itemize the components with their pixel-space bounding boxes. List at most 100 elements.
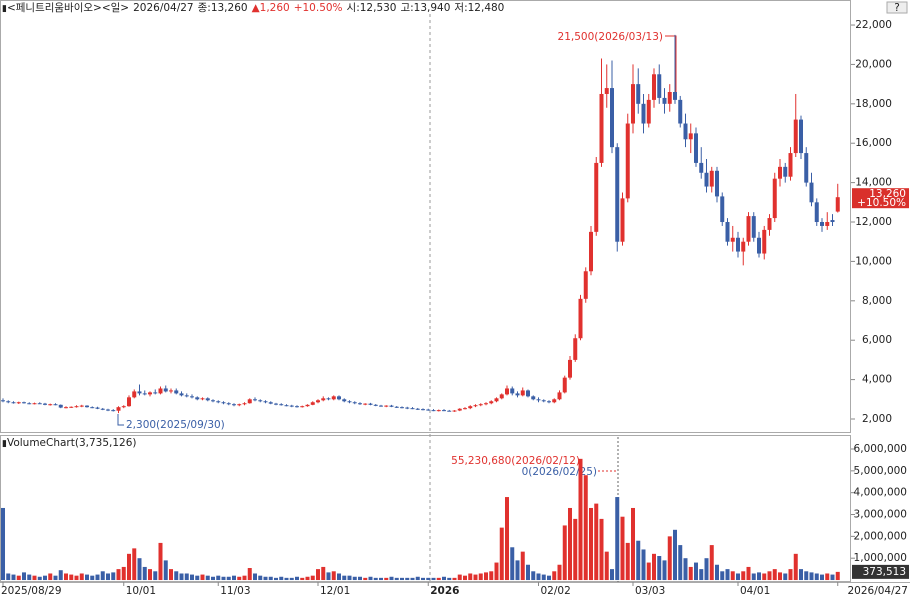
candle-body — [58, 404, 63, 408]
candle-body — [783, 166, 788, 177]
candle-body — [111, 410, 116, 412]
candle-body — [69, 406, 74, 408]
volume-bar — [6, 573, 11, 581]
volume-title: ▮VolumeChart(3,735,126) — [2, 437, 137, 449]
candle-body — [27, 403, 32, 405]
volume-bar — [452, 577, 457, 581]
x-tick-label: 02/02 — [541, 585, 571, 597]
candle-body — [463, 408, 467, 410]
candle-body — [389, 405, 394, 407]
volume-bar — [578, 458, 583, 581]
volume-bar — [783, 573, 788, 581]
candle-body — [673, 92, 677, 100]
candle-body — [578, 298, 583, 339]
x-tick-label: 03/03 — [635, 585, 665, 597]
volume-bar — [830, 574, 835, 581]
candle-body — [137, 391, 142, 394]
candle-body — [709, 170, 714, 187]
volume-bar — [247, 568, 252, 581]
candle-body — [232, 404, 236, 406]
volume-bar — [284, 577, 289, 581]
volume-bar — [536, 573, 541, 581]
volume-bar — [174, 571, 179, 581]
candle-body — [825, 222, 830, 226]
candle-body — [704, 172, 709, 187]
volume-bar — [531, 571, 536, 581]
volume-bar — [148, 569, 152, 581]
candle-body — [573, 338, 578, 360]
candle-body — [226, 403, 231, 405]
candle-body — [410, 408, 415, 410]
volume-bar — [64, 573, 68, 581]
volume-bar — [772, 569, 777, 581]
y-tick-label: 6,000 — [862, 334, 892, 346]
candle-body — [148, 392, 152, 395]
volume-panel — [0, 435, 851, 582]
open: 시:12,530 — [347, 2, 397, 14]
volume-bar — [662, 560, 667, 581]
candle-body — [90, 407, 95, 409]
volume-bar — [132, 548, 137, 581]
volume-bar — [515, 560, 520, 581]
y2-tick-label: 3,000,000 — [854, 509, 907, 521]
candle-body — [268, 402, 273, 404]
candle-body — [657, 74, 662, 98]
candle-body — [190, 396, 194, 398]
candle-body — [237, 404, 242, 406]
volume-bar — [547, 575, 551, 581]
volume-bar — [757, 572, 761, 581]
candle-body — [289, 405, 294, 407]
volume-bar — [79, 573, 84, 581]
volume-bar — [799, 569, 803, 581]
volume-bar — [541, 574, 546, 581]
candle-body — [536, 399, 541, 401]
volume-bar — [610, 569, 614, 581]
candle-body — [699, 162, 704, 173]
help-button[interactable] — [886, 1, 908, 14]
volume-bar — [326, 572, 331, 581]
high-annotation: 21,500(2026/03/13) — [558, 31, 663, 43]
candle-body — [263, 401, 268, 403]
volume-bar — [625, 542, 630, 581]
candle-body — [200, 398, 205, 400]
candle-body — [85, 405, 89, 408]
volume-bar — [405, 577, 410, 581]
candle-body — [179, 393, 184, 396]
candle-body — [520, 390, 525, 396]
volume-bar — [127, 553, 131, 581]
candle-body — [132, 391, 137, 398]
candle-body — [489, 401, 494, 404]
volume-bar — [473, 574, 478, 581]
volume-bar — [636, 540, 641, 581]
volume-bar — [725, 569, 730, 581]
candle-body — [589, 231, 593, 272]
volume-bar — [116, 569, 121, 581]
candle-body — [274, 403, 278, 405]
candle-body — [625, 123, 630, 199]
volume-bar — [620, 516, 625, 581]
candle-body — [205, 398, 210, 401]
volume-bar — [384, 577, 389, 581]
volume-bar — [137, 558, 142, 581]
candle-body — [620, 198, 625, 242]
candle-body — [804, 153, 809, 183]
volume-bar — [526, 564, 530, 581]
candle-body — [757, 237, 761, 254]
help-icon[interactable]: ? — [894, 2, 900, 14]
candle-body — [814, 202, 819, 223]
volume-bar — [27, 574, 32, 581]
candle-body — [820, 222, 824, 226]
stock-name: <페니트리움바이오><일> — [7, 1, 129, 14]
volume-bar — [736, 573, 740, 581]
candle-body — [515, 393, 520, 396]
candle-body — [106, 409, 110, 411]
volume-bar — [415, 576, 420, 581]
candle-body — [436, 410, 441, 412]
volume-bar — [751, 573, 756, 581]
volume-bar — [190, 574, 194, 581]
volume-bar — [400, 577, 404, 581]
candle-body — [447, 410, 452, 412]
volume-bar — [347, 575, 352, 581]
candle-body — [552, 399, 557, 403]
y2-tick-label: 5,000,000 — [854, 465, 907, 477]
